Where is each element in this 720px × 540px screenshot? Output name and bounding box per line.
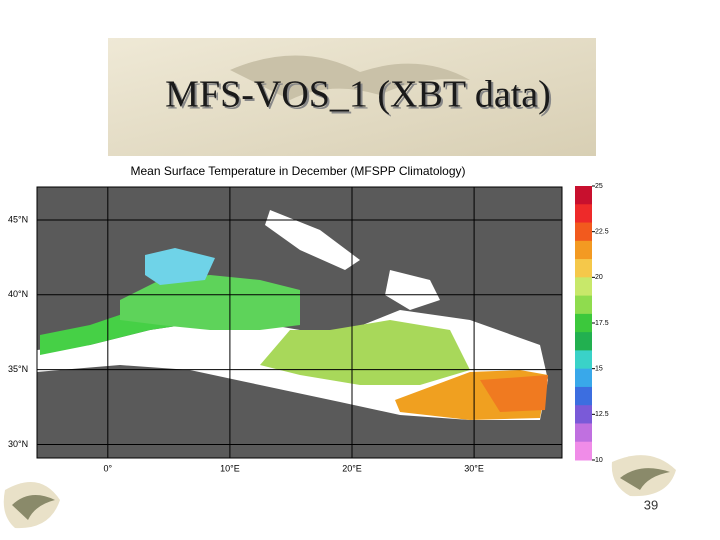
colorbar-swatch [575,186,592,205]
colorbar-swatch [575,240,592,260]
colorbar-label: 10 [595,457,603,464]
lat-label: 35°N [8,364,28,374]
map-frame [36,186,563,459]
sea-ionian [260,320,470,385]
colorbar-swatch [575,259,592,278]
page-number: 39 [644,497,658,512]
lat-label: 45°N [8,214,28,224]
colorbar-swatch [575,423,592,443]
logo-right [611,455,676,497]
colorbar: 25 22.5 20 17.5 15 12.5 10 [575,183,609,464]
title-shadow: MFS-VOS_1 (XBT data) [167,76,553,118]
colorbar-swatch [575,386,592,406]
colorbar-swatch [575,441,592,461]
slide-title: MFS-VOS_1 (XBT data) [165,74,551,116]
lon-label: 20°E [342,463,362,473]
colorbar-label: 17.5 [595,320,609,327]
colorbar-swatch [575,332,592,351]
colorbar-label: 25 [595,183,603,190]
lon-label: 10°E [220,463,240,473]
map-title: Mean Surface Temperature in December (MF… [130,164,465,178]
lon-label: 30°E [464,463,484,473]
logo-left [3,482,60,529]
colorbar-label: 20 [595,274,603,281]
colorbar-swatch [575,405,592,424]
sea-adriatic [265,210,360,270]
colorbar-label: 22.5 [595,229,609,236]
colorbar-swatch [575,350,592,370]
colorbar-label: 15 [595,366,603,373]
colorbar-swatch [575,295,592,315]
lon-label: 0° [104,463,113,473]
colorbar-label: 12.5 [595,411,609,418]
sea-gulf-lion [145,248,215,285]
banner-bird [230,55,470,100]
lat-label: 40°N [8,289,28,299]
sea-aegean [385,270,440,310]
colorbar-swatch [575,222,592,242]
map [37,187,562,458]
map-grid: 45°N 40°N 35°N 30°N 0° 10°E 20°E 30°E [8,187,562,473]
colorbar-swatch [575,277,592,297]
colorbar-swatch [575,368,592,388]
lat-label: 30°N [8,439,28,449]
sea-levantine-east [480,375,548,412]
colorbar-swatch [575,313,592,333]
colorbar-swatch [575,204,592,224]
sea-central [120,275,300,330]
banner [108,38,596,156]
